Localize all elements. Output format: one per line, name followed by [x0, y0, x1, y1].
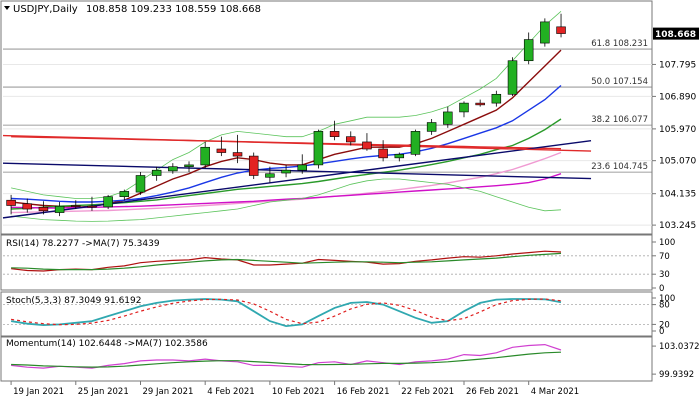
bull-candle [394, 154, 405, 159]
date-axis: 19 Jan 2021 25 Jan 2021 29 Jan 2021 4 Feb 2… [10, 381, 579, 397]
price-tick-label: 105.070 [659, 157, 696, 167]
bull-candle [281, 169, 291, 174]
fib-label: 23.6 104.745 [591, 162, 648, 172]
bear-candle [346, 136, 356, 143]
axis-tick-label: 70 [659, 252, 670, 262]
bull-candle [410, 131, 421, 155]
bull-candle [103, 196, 113, 208]
date-tick-label: 25 Jan 2021 [78, 387, 129, 397]
bear-candle [248, 155, 259, 176]
bear-candle [378, 148, 388, 159]
bull-candle [491, 93, 502, 104]
axis-tick-label: 30 [659, 270, 670, 280]
date-tick-label: 29 Jan 2021 [142, 387, 193, 397]
bear-candle [329, 131, 340, 137]
moving-average-line [11, 10, 562, 199]
moving-average-line [11, 178, 562, 222]
bull-candle [426, 122, 437, 132]
price-tick-label: 107.795 [659, 60, 696, 70]
bull-candle [507, 60, 518, 95]
bear-candle [71, 205, 81, 207]
bull-candle [184, 164, 194, 167]
trendline [2, 140, 592, 219]
symbol-title: USDJPY,Daily [13, 4, 78, 15]
indicator-line [10, 298, 562, 328]
price-tick-label: 104.135 [659, 190, 696, 200]
fib-label: 38.2 106.077 [591, 115, 648, 125]
fib-label: 50.0 107.154 [591, 77, 648, 87]
bear-candle [556, 26, 566, 34]
axis-tick-label: 20 [659, 320, 670, 330]
bear-candle [232, 152, 243, 157]
bear-candle [87, 205, 97, 208]
indicator-line [11, 252, 562, 271]
date-tick-label: 22 Feb 2021 [401, 387, 454, 397]
indicator-line [11, 298, 562, 326]
bear-candle [475, 102, 485, 106]
date-tick-label: 19 Jan 2021 [13, 387, 64, 397]
bull-candle [151, 169, 162, 176]
date-tick-label: 4 Feb 2021 [207, 387, 255, 397]
bull-candle [54, 205, 65, 213]
bear-candle [22, 203, 33, 210]
bear-candle [6, 199, 16, 206]
dropdown-arrow-icon[interactable] [4, 6, 10, 10]
bull-candle [523, 39, 534, 62]
bear-candle [362, 141, 372, 150]
bear-candle [216, 148, 227, 153]
bull-candle [313, 131, 324, 166]
rsi-title: RSI(14) 78.2277 ->MA(7) 75.3439 [6, 239, 160, 249]
axis-tick-label: 0 [659, 284, 664, 294]
bull-candle [168, 166, 178, 172]
price-tick-label: 105.970 [659, 125, 696, 135]
momentum-title: Momentum(14) 102.6448 ->MA(7) 102.3586 [6, 339, 208, 349]
indicator-line [11, 250, 562, 272]
last-price-box [653, 27, 699, 40]
ohlc-values: 108.858 109.233 108.559 108.668 [86, 4, 261, 15]
moving-average-line [11, 173, 562, 209]
trendline [2, 162, 592, 180]
price-tick-label: 103.245 [659, 221, 696, 231]
candles [6, 13, 566, 217]
price-panel-frame [0, 0, 653, 235]
bull-candle [540, 21, 550, 44]
axis-tick-label: 99.9392 [659, 370, 694, 380]
axis-tick-label: 0 [659, 327, 664, 337]
rsi-panel: 100 70 30 0 [3, 238, 675, 294]
axis-tick-label: 80 [659, 301, 670, 311]
price-axis: 108.668 107.795 106.890 105.970 105.070 104.1… [652, 27, 699, 231]
axis-tick-label: 103.0372 [659, 342, 700, 352]
bull-candle [297, 164, 307, 171]
symbol-header: USDJPY,Daily 108.858 109.233 108.559 108… [4, 4, 261, 15]
indicator-line [11, 343, 562, 369]
bull-candle [119, 191, 130, 197]
date-tick-label: 10 Feb 2021 [272, 387, 325, 397]
bull-candle [265, 173, 275, 178]
trendlines [2, 134, 592, 219]
bear-candle [38, 206, 49, 212]
last-price-label: 108.668 [655, 30, 696, 40]
price-tick-label: 106.890 [659, 92, 696, 102]
fib-label: 61.8 108.231 [591, 39, 648, 49]
bull-candle [443, 111, 453, 125]
axis-tick-label: 100 [659, 294, 675, 304]
trendline [2, 134, 592, 152]
momentum-panel: 103.0372 99.9392 [11, 342, 700, 380]
price-grid [3, 63, 652, 226]
bull-candle [200, 146, 210, 166]
axis-tick-label: 100 [659, 238, 675, 248]
stoch-title: Stoch(5,3,3) 87.3049 91.6192 [6, 296, 141, 306]
date-tick-label: 26 Feb 2021 [466, 387, 519, 397]
bull-candle [459, 102, 469, 113]
bull-candle [135, 175, 146, 193]
date-tick-label: 16 Feb 2021 [337, 387, 390, 397]
indicator-line [11, 351, 562, 368]
date-tick-label: 4 Mar 2021 [531, 387, 579, 397]
